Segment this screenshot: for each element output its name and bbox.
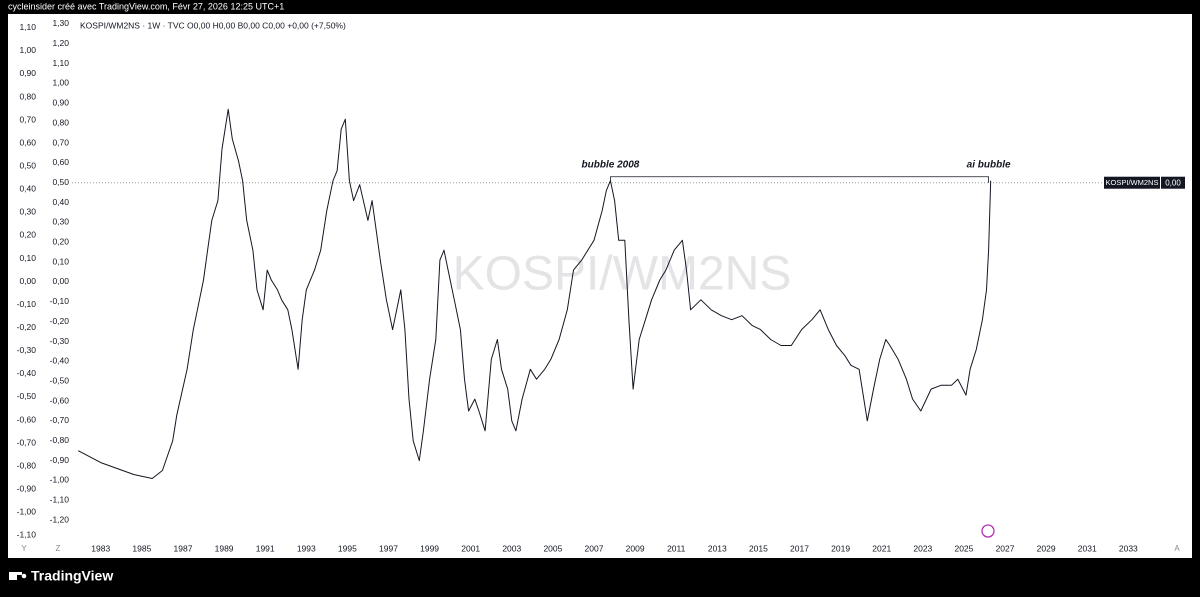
y2-tick-label: 0,70 [19,114,36,124]
bracket [610,176,989,183]
y-tick-label: 1,30 [52,18,69,28]
y2-tick-label: -0,30 [17,345,37,355]
chart-area [8,14,1192,558]
y-tick-label: -0,10 [50,296,70,306]
y-tick-label: 0,50 [52,177,69,187]
x-tick-label: 2007 [585,543,604,553]
y2-tick-label: 0,90 [19,68,36,78]
y-tick-label: -0,20 [50,316,70,326]
y-tick-label: -0,60 [50,395,70,405]
series-line [77,108,992,479]
y2-tick-label: -0,10 [17,299,37,309]
y-tick-label: 1,10 [52,58,69,68]
x-tick-label: 2033 [1119,543,1138,553]
y-tick-label: 0,60 [52,157,69,167]
y-tick-label: 0,20 [52,237,69,247]
x-tick-label: 1999 [420,543,439,553]
x-tick-label: 1995 [338,543,357,553]
x-tick-label: 2019 [831,543,850,553]
y-tick-label: -1,00 [50,475,70,485]
x-tick-label: 2015 [749,543,768,553]
x-tick-label: 2031 [1078,543,1097,553]
y-tick-label: 0,30 [52,217,69,227]
annotation: bubble 2008 [582,159,640,170]
logo-mark [9,572,17,580]
y2-tick-label: 1,00 [19,45,36,55]
x-tick-label: 1985 [132,543,151,553]
y2-tick-label: -0,70 [17,437,37,447]
y2-tick-label: 0,10 [19,253,36,263]
price-tag-text: 0,00 [1165,178,1181,187]
y-tick-label: -1,10 [50,495,70,505]
x-tick-label: 2023 [913,543,932,553]
y-tick-label: -0,70 [50,415,70,425]
y-tick-label: -0,80 [50,435,70,445]
y2-tick-label: 0,20 [19,230,36,240]
x-tick-label: 2017 [790,543,809,553]
y2-tick-label: -0,40 [17,368,37,378]
y2-tick-label: -1,00 [17,507,37,517]
footer-brand: TradingView [31,568,113,584]
y2-tick-label: 0,50 [19,161,36,171]
y-tick-label: 1,20 [52,38,69,48]
y2-tick-label: 0,80 [19,91,36,101]
y-tick-label: 0,10 [52,256,69,266]
y2-tick-label: -0,20 [17,322,37,332]
y-tick-label: -0,30 [50,336,70,346]
x-tick-label: 2013 [708,543,727,553]
x-tick-label: 2021 [872,543,891,553]
axis-button[interactable]: A [1174,544,1180,553]
axis-button[interactable]: Y [21,544,27,553]
x-tick-label: 1989 [215,543,234,553]
y-tick-label: 0,40 [52,197,69,207]
y2-tick-label: -0,90 [17,483,37,493]
price-tag-name: KOSPI/WM2NS [1106,178,1159,187]
legend: KOSPI/WM2NS · 1W · TVC O0,00 H0,00 B0,00… [80,20,346,30]
watermark: KOSPI/WM2NS [453,248,792,301]
x-tick-label: 1993 [297,543,316,553]
y2-tick-label: -0,80 [17,460,37,470]
x-tick-label: 2005 [543,543,562,553]
x-tick-label: 1991 [256,543,275,553]
logo [9,572,27,580]
y-tick-label: 0,80 [52,117,69,127]
x-tick-label: 1997 [379,543,398,553]
x-tick-label: 2009 [626,543,645,553]
event-icon[interactable] [981,524,995,538]
y2-tick-label: -0,60 [17,414,37,424]
price-tag [1104,176,1160,189]
x-tick-label: 2029 [1037,543,1056,553]
y-tick-label: 0,70 [52,137,69,147]
y-tick-label: -0,40 [50,356,70,366]
y-tick-label: 1,00 [52,78,69,88]
axis-button[interactable]: Z [56,544,61,553]
x-tick-label: 2003 [502,543,521,553]
price-tag [1161,176,1185,189]
y-tick-label: -0,50 [50,375,70,385]
x-tick-label: 1987 [174,543,193,553]
y2-tick-label: 0,60 [19,137,36,147]
y2-tick-label: -0,50 [17,391,37,401]
y-tick-label: -1,20 [50,514,70,524]
header: cycleinsider créé avec TradingView.com, … [8,1,284,11]
y2-tick-label: 1,10 [19,22,36,32]
logo-mark [17,572,22,575]
x-tick-label: 2011 [667,543,686,553]
x-tick-label: 2027 [996,543,1015,553]
annotation: ai bubble [967,159,1011,170]
logo-mark [21,573,27,579]
y2-tick-label: -1,10 [17,530,37,540]
y2-tick-label: 0,00 [19,276,36,286]
y-tick-label: 0,90 [52,98,69,108]
y-tick-label: -0,90 [50,455,70,465]
x-tick-label: 2025 [954,543,973,553]
x-tick-label: 1983 [91,543,110,553]
y2-tick-label: 0,40 [19,184,36,194]
y-tick-label: 0,00 [52,276,69,286]
y2-tick-label: 0,30 [19,207,36,217]
x-tick-label: 2001 [461,543,480,553]
